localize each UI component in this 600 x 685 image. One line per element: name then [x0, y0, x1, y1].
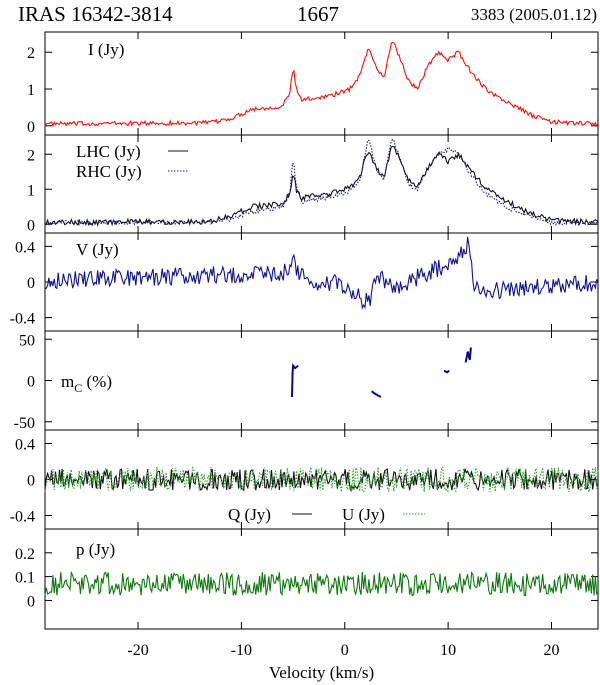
series-V-line: [44, 236, 599, 310]
label-LHC: LHC (Jy): [76, 142, 141, 161]
series-mC-segment: [443, 369, 450, 374]
series-I-line: [44, 41, 599, 128]
series-RHC-line: [45, 138, 599, 226]
panel-frame: [44, 528, 599, 630]
source-name: IRAS 16342-3814: [18, 2, 173, 26]
label-RHC: RHC (Jy): [76, 162, 142, 181]
label-I: I (Jy): [88, 40, 124, 59]
y-tick-label: 1: [27, 182, 35, 199]
y-tick-label: 0: [27, 275, 35, 292]
y-tick-label: -0.4: [10, 509, 35, 526]
y-tick-label: 50: [19, 332, 35, 349]
line-frequency: 1667: [297, 2, 339, 26]
y-tick-label: 2: [27, 45, 35, 62]
series-p-line: [44, 570, 599, 597]
panel-mC: -50 0 50 mC (%): [14, 330, 599, 432]
series-mC-segment: [291, 362, 299, 398]
label-V: V (Jy): [76, 240, 119, 259]
x-tick-label: -10: [231, 642, 252, 659]
x-axis-label: Velocity (km/s): [269, 663, 374, 682]
label-mC: mC (%): [61, 372, 112, 395]
x-tick-label: 10: [440, 642, 456, 659]
x-tick-label: 0: [341, 642, 349, 659]
y-tick-label: 0: [27, 593, 35, 610]
series-Q-line: [44, 467, 599, 492]
panel-frame: [44, 330, 599, 431]
y-tick-label: 0.2: [15, 546, 35, 563]
y-tick-label: 0: [27, 217, 35, 234]
panel-V: -0.4 0 0.4 V (Jy): [10, 232, 599, 332]
x-tick-label: 20: [543, 642, 559, 659]
y-tick-label: 0.4: [15, 239, 35, 256]
series-LHC-line: [44, 145, 599, 227]
y-tick-label: 0.4: [15, 437, 35, 454]
y-tick-label: -0.4: [10, 311, 35, 328]
panel-QU: -0.4 0 0.4 Q (Jy) U (Jy): [10, 429, 599, 530]
label-Q: Q (Jy): [228, 505, 271, 524]
y-tick-label: 1: [27, 82, 35, 99]
series-U-line: [44, 466, 599, 494]
y-tick-label: 2: [27, 147, 35, 164]
panel-I: 0 1 2 I (Jy): [27, 31, 599, 136]
x-tick-label: -20: [127, 642, 148, 659]
panel-LR: 0 1 2 LHC (Jy)RHC (Jy): [27, 134, 599, 234]
series-mC-segment: [370, 390, 382, 398]
y-tick-label: -50: [14, 415, 35, 432]
y-tick-label: 0: [27, 374, 35, 391]
panel-frame: [44, 31, 599, 136]
label-U: U (Jy): [342, 505, 385, 524]
panel-frame: [44, 232, 599, 332]
y-tick-label: 0.1: [15, 570, 35, 587]
y-tick-label: 0: [27, 473, 35, 490]
panel-p: 0 0.1 0.2 p (Jy): [15, 528, 599, 630]
label-p: p (Jy): [76, 540, 115, 559]
series-mC-segment: [464, 347, 472, 363]
y-tick-label: 0: [27, 119, 35, 136]
observation-id-date: 3383 (2005.01.12): [470, 5, 597, 24]
